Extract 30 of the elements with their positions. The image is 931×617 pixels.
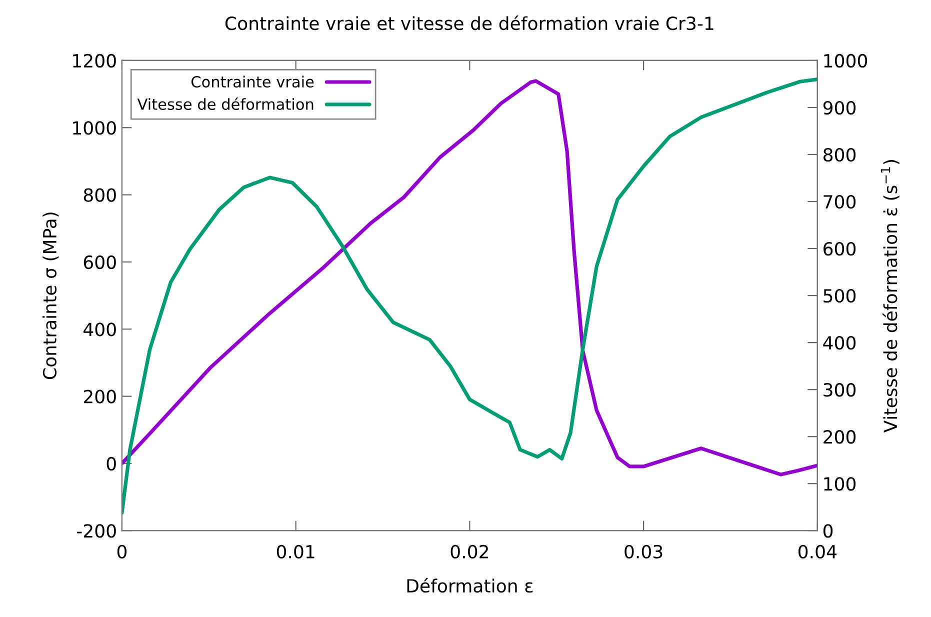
x-tick-label: 0.01 [276, 544, 314, 558]
y2-tick-label: 900 [823, 100, 856, 115]
y2-tick-label: 500 [824, 289, 856, 303]
y2-tick-label: 200 [824, 430, 856, 444]
y-tick-label: 400 [84, 322, 116, 336]
y-tick-label: 600 [84, 255, 116, 270]
y2-tick-label: 0 [823, 524, 833, 538]
legend-label: Contrainte vraie [191, 76, 314, 88]
chart-title: Contrainte vraie et vitesse de déformation vraie Cr3-1 [225, 15, 714, 30]
x-tick-label: 0.03 [624, 544, 662, 558]
y2-tick-label: 100 [824, 477, 856, 491]
x-axis-title: Déformation ε [407, 578, 533, 593]
x-tick-label: 0 [117, 544, 127, 558]
y-tick-label: 800 [84, 188, 116, 202]
y-axis-title: Contrainte σ (MPa) [42, 212, 59, 380]
y-tick-label: 0 [106, 456, 116, 471]
y2-tick-label: 1000 [824, 54, 868, 68]
y2-tick-label: 600 [824, 242, 856, 256]
y2-tick-label: 400 [823, 336, 856, 350]
y2-axis-title: Vitesse de déformation ε̇ (s$^{−1}$) [880, 160, 900, 433]
y-tick-label: 200 [84, 390, 116, 404]
legend-label: Vitesse de déformation [137, 98, 314, 110]
x-tick-label: 0.04 [798, 544, 837, 558]
x-tick-label: 0.02 [450, 544, 488, 558]
y2-tick-label: 700 [824, 194, 856, 209]
y-tick-label: -200 [77, 524, 116, 538]
y-tick-label: 1000 [73, 121, 116, 135]
y2-tick-label: 300 [824, 383, 856, 397]
y-tick-label: 1200 [73, 54, 116, 68]
y2-tick-label: 800 [824, 148, 856, 162]
